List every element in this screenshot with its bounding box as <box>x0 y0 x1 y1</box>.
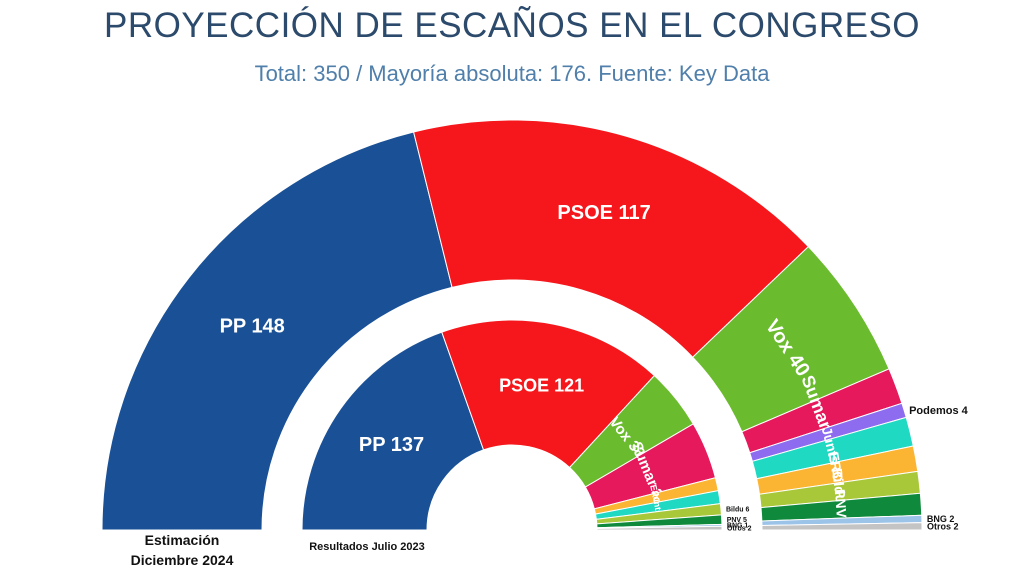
outer-label-podemos: Podemos 4 <box>909 405 969 417</box>
inner-segment-psoe <box>441 319 656 469</box>
outer-ring-caption-line: Diciembre 2024 <box>131 552 234 568</box>
inner-label-otros: Otros 2 <box>727 526 752 533</box>
outer-segment-pp <box>101 131 453 531</box>
inner-label-bildu: Bildu 6 <box>726 507 749 514</box>
outer-segment-psoe <box>413 119 810 358</box>
outer-label-bng: BNG 2 <box>927 514 955 524</box>
inner-label-pnv: PNV 5 <box>727 517 747 524</box>
inner-segment-otros <box>596 525 723 531</box>
outer-label-psoe: PSOE 117 <box>557 202 650 224</box>
inner-label-pp: PP 137 <box>359 434 424 456</box>
ring-captions: Estimación Diciembre 2024 Resultados Julio… <box>131 532 425 568</box>
chart-subtitle: Total: 350 / Mayoría absoluta: 176. Fuen… <box>254 61 770 86</box>
inner-label-psoe: PSOE 121 <box>499 376 584 396</box>
inner-label-bng: BNG 1 <box>727 523 749 530</box>
inner-ring-caption-line: Resultados Julio 2023 <box>309 541 425 553</box>
outer-label-pp: PP 148 <box>220 316 285 338</box>
outer-label-otros: Otros 2 <box>927 522 959 532</box>
outer-segment-otros <box>761 522 923 531</box>
chart-title: PROYECCIÓN DE ESCAÑOS EN EL CONGRESO <box>103 6 921 45</box>
inner-segment-pp <box>301 331 485 531</box>
outer-ring-caption-line: Estimación <box>145 532 220 548</box>
